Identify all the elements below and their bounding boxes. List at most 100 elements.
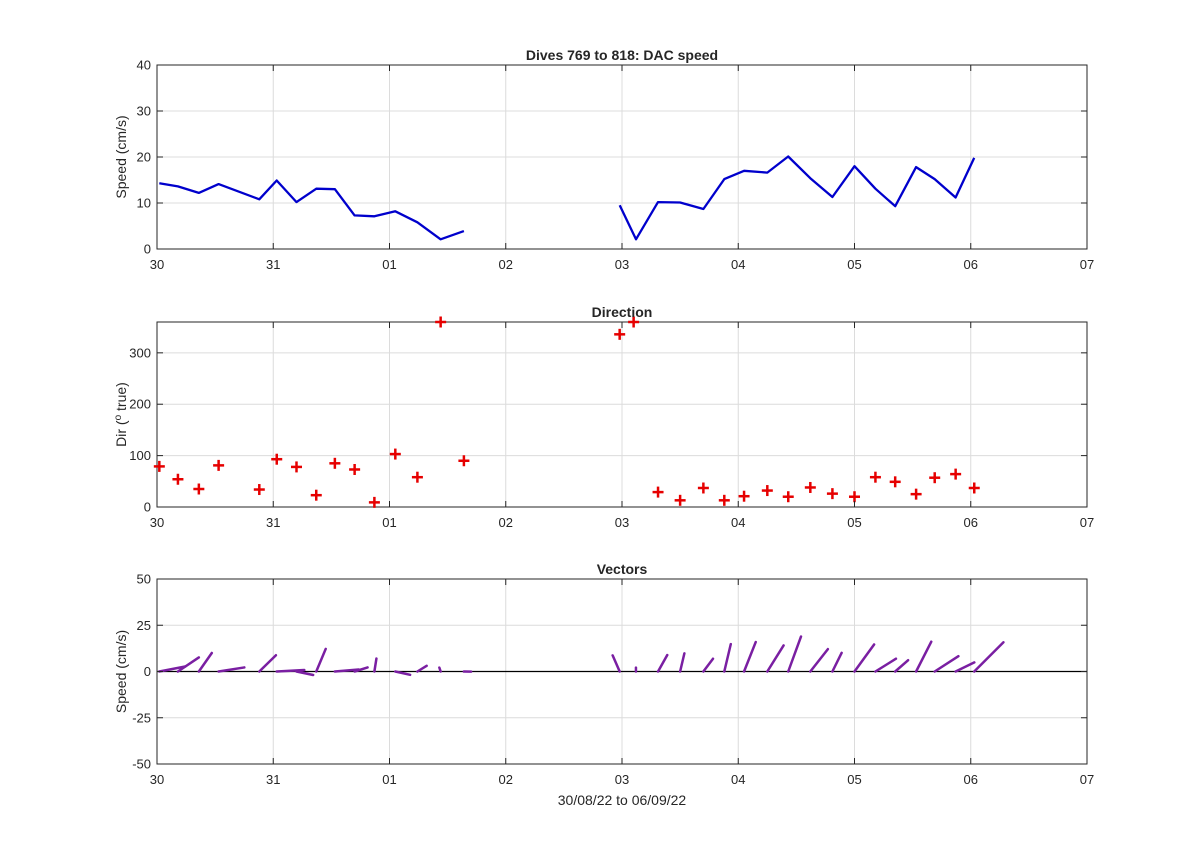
direction-point-19 [697,482,709,494]
vector-stick-31 [954,661,976,673]
direction-point-18 [674,494,686,506]
direction-x-tick-label-5: 04 [731,515,745,530]
direction-grid [156,322,1088,508]
speed-y-ticks: 0 10 20 30 40 [137,58,1087,257]
direction-y-tick-label-0: 0 [144,500,151,515]
vectors-x-tick-label-8: 07 [1080,772,1094,787]
direction-ylabel-sup: o [113,414,124,420]
vector-stick-18 [678,652,686,673]
direction-point-26 [849,491,860,503]
vector-stick-27 [874,657,898,673]
vectors-y-tick-label-1: -25 [132,710,151,725]
direction-y-tick-label-1: 100 [129,448,151,463]
direction-title: Direction [592,304,653,320]
vector-stick-20 [723,642,733,673]
vector-stick-5 [275,668,306,673]
direction-x-ticks: 30 31 01 02 03 04 05 06 07 [150,322,1094,530]
direction-point-12 [411,471,423,483]
vector-stick-25 [831,651,843,673]
speed-x-tick-label-6: 05 [847,257,861,272]
speed-x-tick-label-8: 07 [1080,257,1094,272]
vector-stick-11 [394,670,412,677]
direction-point-23 [782,491,794,503]
direction-point-21 [738,490,750,502]
vectors-x-tick-label-5: 04 [731,772,745,787]
speed-y-tick-label-0: 0 [144,242,151,257]
direction-point-28 [889,476,901,488]
vector-stick-26 [853,643,876,673]
direction-point-30 [929,472,941,484]
direction-point-3 [213,459,225,471]
direction-ylabel-head: Dir ( [113,420,129,447]
vector-stick-21 [742,640,757,673]
speed-plot [159,155,976,241]
vectors-x-ticks: 30 31 01 02 03 04 05 06 07 [150,579,1094,787]
direction-x-tick-label-0: 30 [150,515,164,530]
direction-point-16 [628,316,640,328]
vectors-panel: 30 31 01 02 03 04 05 06 07 -50 -25 0 25 50 Vectors S… [113,561,1094,787]
vector-stick-19 [702,657,715,673]
vector-stick-30 [933,654,960,673]
direction-point-14 [458,455,470,467]
speed-y-tick-label-4: 40 [137,58,151,73]
vectors-y-tick-label-0: -50 [132,757,151,772]
direction-x-tick-label-4: 03 [615,515,629,530]
vector-stick-12 [416,664,428,673]
direction-x-tick-label-3: 02 [499,515,513,530]
direction-point-24 [804,481,816,493]
direction-point-25 [826,488,838,500]
vectors-y-tick-label-3: 25 [137,618,151,633]
direction-plot [153,316,980,508]
speed-x-ticks: 30 31 01 02 03 04 05 06 07 [150,65,1094,272]
direction-point-13 [435,316,447,328]
speed-line-segment-1 [618,155,976,241]
vector-stick-3 [217,666,246,673]
direction-point-27 [869,471,881,483]
speed-y-axis-label: Speed (cm/s) [113,115,129,198]
vector-stick-8 [333,668,360,673]
vectors-x-tick-label-6: 05 [847,772,861,787]
vector-stick-32 [972,641,1005,673]
speed-panel: 30 31 01 02 03 04 05 06 07 0 10 20 30 40 Dives 769 t… [113,47,1094,272]
direction-point-29 [910,488,922,500]
speed-x-tick-label-4: 03 [615,257,629,272]
speed-x-tick-label-3: 02 [499,257,513,272]
direction-point-8 [329,457,341,469]
speed-title: Dives 769 to 818: DAC speed [526,47,718,63]
vector-stick-4 [258,653,278,673]
vectors-x-tick-label-2: 01 [382,772,396,787]
vector-stick-7 [315,647,327,673]
speed-x-tick-label-2: 01 [382,257,396,272]
vector-stick-0 [158,665,187,673]
direction-x-tick-label-7: 06 [964,515,978,530]
vector-stick-24 [809,647,830,673]
vectors-x-tick-label-0: 30 [150,772,164,787]
direction-x-tick-label-6: 05 [847,515,861,530]
vector-stick-6 [295,670,315,677]
speed-y-tick-label-3: 30 [137,104,151,119]
speed-line-segment-0 [159,179,465,241]
speed-x-tick-label-7: 06 [964,257,978,272]
vector-stick-9 [353,666,369,673]
direction-point-15 [614,328,626,340]
vectors-y-ticks: -50 -25 0 25 50 [132,572,1087,772]
direction-y-ticks: 0 100 200 300 [129,345,1087,515]
direction-point-31 [950,468,962,480]
vectors-y-tick-label-2: 0 [144,664,151,679]
speed-x-tick-label-5: 04 [731,257,745,272]
vector-stick-17 [656,653,669,673]
direction-x-tick-label-2: 01 [382,515,396,530]
direction-point-9 [349,463,361,475]
speed-y-tick-label-2: 20 [137,150,151,165]
direction-y-tick-label-3: 300 [129,345,151,360]
speed-x-tick-label-1: 31 [266,257,280,272]
direction-point-7 [310,489,322,501]
vectors-x-tick-label-3: 02 [499,772,513,787]
vectors-y-axis-label: Speed (cm/s) [113,630,129,713]
vector-stick-15 [611,654,621,673]
direction-point-17 [652,486,664,498]
vector-stick-13 [438,666,442,673]
